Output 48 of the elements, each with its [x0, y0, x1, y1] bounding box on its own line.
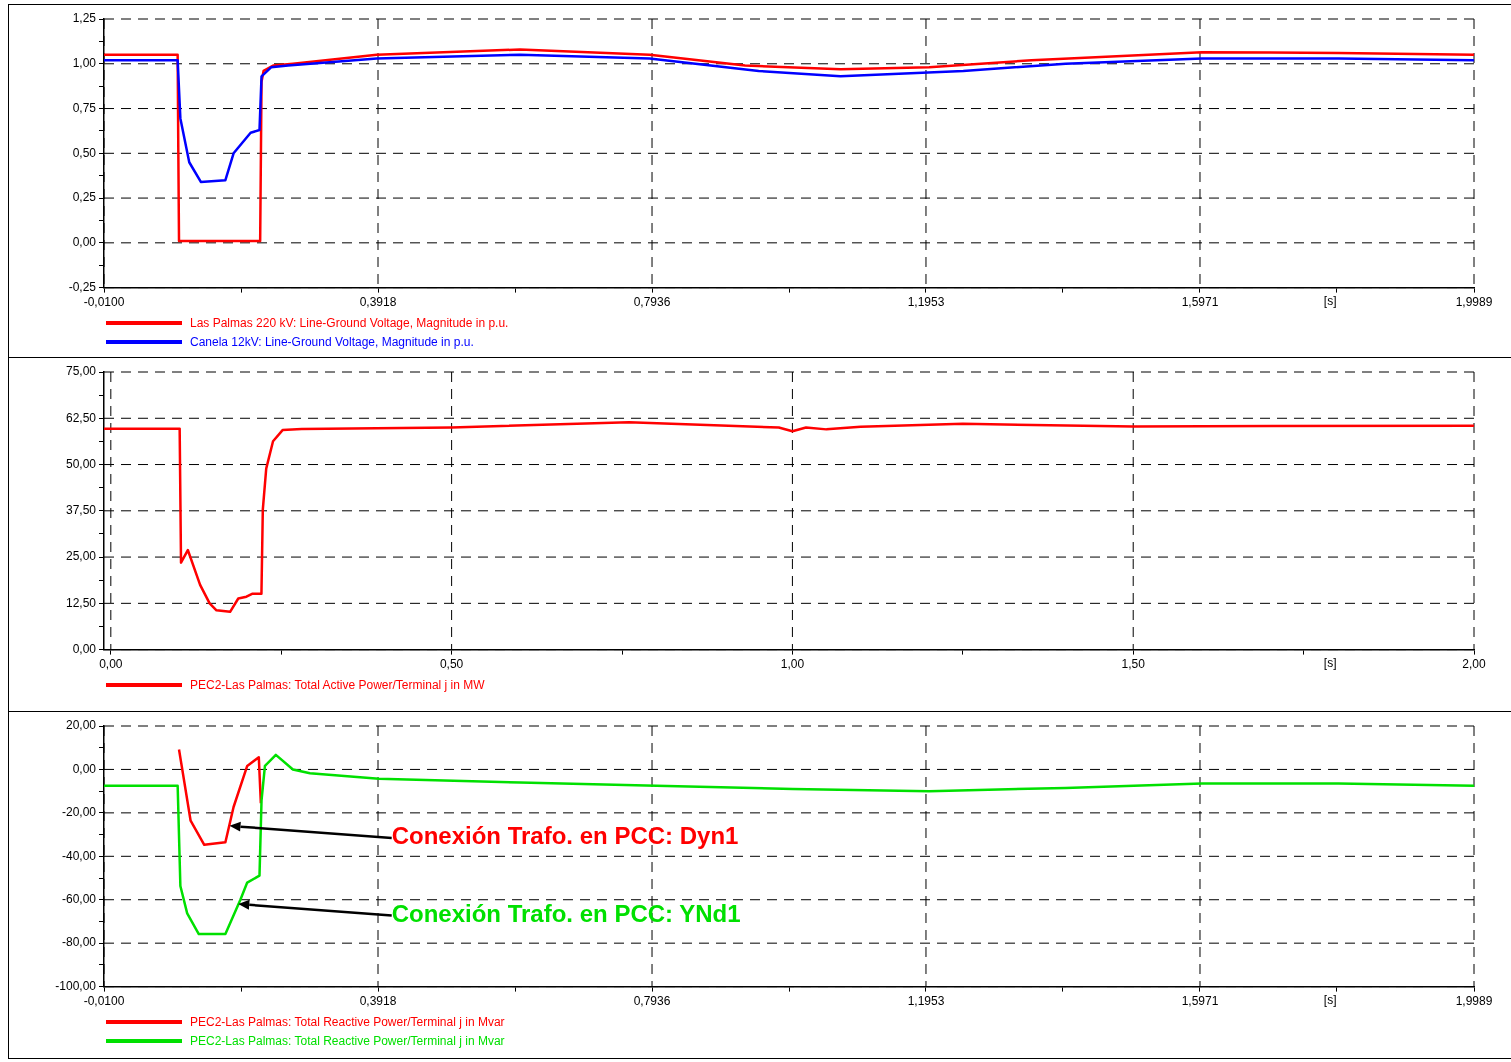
- x-axis-title: [s]: [1323, 992, 1337, 1007]
- x-axis-title: [s]: [1323, 293, 1337, 308]
- x-axis-title: [s]: [1323, 655, 1337, 670]
- x-tick-label: 1,50: [1121, 657, 1146, 672]
- y-tick-label: -100,00: [55, 978, 97, 993]
- x-tick-label: 1,00: [780, 657, 805, 672]
- x-tick-label: 2,00: [1462, 657, 1486, 672]
- y-tick-label: -60,00: [61, 892, 97, 907]
- text: PEC2-Las Palmas: Total Active Power/Terminal j in MW: [190, 677, 485, 692]
- y-tick-label: 0,25: [72, 190, 97, 205]
- x-tick-label: 0,7936: [633, 295, 671, 310]
- text: Canela 12kV: Line-Ground Voltage, Magnitude in p.u.: [190, 334, 474, 349]
- x-tick-label: 1,5971: [1181, 295, 1219, 310]
- y-tick-label: -40,00: [61, 848, 97, 863]
- x-tick-label: -0,0100: [83, 295, 125, 310]
- y-tick-label: 50,00: [65, 456, 97, 471]
- y-tick-label: 1,25: [72, 11, 97, 26]
- annotation: Conexión Trafo. en PCC: YNd1: [391, 899, 741, 927]
- x-tick-label: 1,9989: [1455, 994, 1493, 1009]
- x-tick-label: 0,7936: [633, 994, 671, 1009]
- y-tick-label: 62,50: [65, 410, 97, 425]
- x-tick-label: 1,1953: [907, 295, 945, 310]
- x-tick-label: -0,0100: [83, 994, 125, 1009]
- y-tick-label: 0,75: [72, 100, 97, 115]
- x-tick-label: 1,1953: [907, 994, 945, 1009]
- y-tick-label: 0,00: [72, 761, 97, 776]
- y-tick-label: -0,25: [68, 279, 97, 294]
- x-tick-label: 0,50: [439, 657, 464, 672]
- y-tick-label: 0,00: [72, 235, 97, 250]
- y-tick-label: 25,00: [65, 549, 97, 564]
- text: PEC2-Las Palmas: Total Reactive Power/Terminal j in Mvar: [190, 1014, 505, 1029]
- x-tick-label: 0,3918: [359, 994, 397, 1009]
- text: PEC2-Las Palmas: Total Reactive Power/Terminal j in Mvar: [190, 1033, 505, 1048]
- annotation: Conexión Trafo. en PCC: Dyn1: [391, 822, 739, 850]
- x-tick-label: 1,9989: [1455, 295, 1493, 310]
- y-tick-label: -80,00: [61, 935, 97, 950]
- y-tick-label: 0,50: [72, 145, 97, 160]
- x-tick-label: 1,5971: [1181, 994, 1219, 1009]
- y-tick-label: -20,00: [61, 805, 97, 820]
- y-tick-label: 12,50: [65, 595, 97, 610]
- y-tick-label: 1,00: [72, 56, 97, 71]
- text: Las Palmas 220 kV: Line-Ground Voltage, Magnitude in p.u.: [190, 315, 509, 330]
- x-tick-label: 0,00: [99, 657, 123, 672]
- y-tick-label: 20,00: [65, 718, 97, 733]
- y-tick-label: 75,00: [65, 364, 97, 379]
- y-tick-label: 37,50: [65, 503, 97, 518]
- x-tick-label: 0,3918: [359, 295, 397, 310]
- y-tick-label: 0,00: [72, 641, 97, 656]
